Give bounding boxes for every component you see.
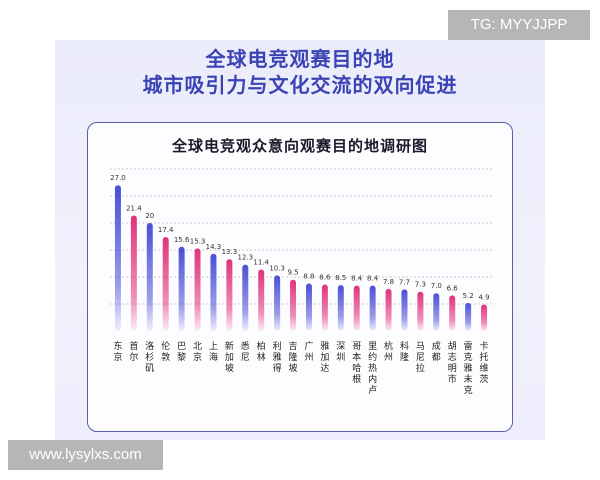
bar-伦敦 <box>162 237 169 331</box>
value-label: 9.5 <box>287 269 298 277</box>
category-label: 哥本哈根 <box>352 341 361 385</box>
bar-胡志明市 <box>449 295 456 331</box>
bar-成都 <box>433 293 440 331</box>
category-label: 首尔 <box>129 340 138 363</box>
category-label: 雅加达 <box>320 340 329 374</box>
watermark-top: TG: MYYJJPP <box>448 10 590 40</box>
value-label: 17.4 <box>158 226 174 234</box>
value-label: 13.3 <box>222 248 238 256</box>
category-label: 雷克雅未克 <box>464 341 473 396</box>
value-label: 6.6 <box>447 284 459 292</box>
bar-首尔 <box>130 215 137 331</box>
poster: 全球电竞观赛目的地 城市吸引力与文化交流的双向促进 全球电竞观众意向观赛目的地调… <box>55 40 545 440</box>
category-label: 柏林 <box>257 340 266 363</box>
value-label: 15.3 <box>190 237 206 245</box>
bar-广州 <box>305 283 312 331</box>
category-label: 伦敦 <box>161 340 170 363</box>
value-label: 14.3 <box>206 243 222 251</box>
bar-里约热内卢 <box>369 285 376 331</box>
value-label: 8.4 <box>351 275 363 283</box>
bar-杭州 <box>385 288 392 331</box>
bar-雷克雅未克 <box>465 302 472 331</box>
value-label: 7.7 <box>399 278 410 286</box>
bar-东京 <box>114 185 121 331</box>
value-label: 4.9 <box>478 294 489 302</box>
bar-吉隆坡 <box>290 279 297 331</box>
category-label: 马尼拉 <box>416 341 425 374</box>
bar-科隆 <box>401 289 408 331</box>
bar-上海 <box>210 253 217 331</box>
category-label: 悉尼 <box>241 340 250 363</box>
category-label: 上海 <box>209 341 218 363</box>
bar-柏林 <box>258 269 265 331</box>
category-label: 里约热内卢 <box>368 341 377 396</box>
value-label: 5.2 <box>463 292 474 300</box>
value-label: 7.0 <box>431 282 442 290</box>
category-label: 广州 <box>304 340 313 363</box>
value-label: 8.5 <box>335 274 346 282</box>
category-label: 新加坡 <box>225 340 234 374</box>
category-label: 成都 <box>432 340 441 363</box>
bar-悉尼 <box>242 264 249 331</box>
category-label: 胡志明市 <box>448 340 457 385</box>
bar-卡托维茨 <box>481 304 488 331</box>
bar-新加坡 <box>226 259 233 331</box>
category-label: 巴黎 <box>177 341 186 363</box>
bar-chart: 27.0 东京 21.4 首尔 20 洛杉矶 17.4 伦敦 15.6 巴黎 15.3 北京 14.3 上… <box>110 168 492 396</box>
value-label: 11.4 <box>253 258 269 266</box>
value-label: 7.3 <box>415 281 426 289</box>
value-label: 12.3 <box>237 254 253 262</box>
value-label: 8.6 <box>319 274 331 282</box>
chart-card: 全球电竞观众意向观赛目的地调研图 27.0 东京 21.4 首尔 20 洛杉矶 17.4 伦敦… <box>87 122 513 432</box>
category-label: 杭州 <box>384 340 393 363</box>
bar-深圳 <box>337 285 344 331</box>
value-label: 8.4 <box>367 275 379 283</box>
value-label: 20 <box>145 212 154 220</box>
category-label: 吉隆坡 <box>289 341 298 374</box>
bar-哥本哈根 <box>353 285 360 331</box>
chart-title: 全球电竞观众意向观赛目的地调研图 <box>171 137 428 155</box>
headline-line-2: 城市吸引力与文化交流的双向促进 <box>142 73 458 97</box>
bar-巴黎 <box>178 246 185 331</box>
bar-洛杉矶 <box>146 223 153 331</box>
category-label: 深圳 <box>336 341 345 363</box>
bar-北京 <box>194 248 201 331</box>
category-label: 北京 <box>193 341 202 363</box>
category-label: 洛杉矶 <box>145 340 154 374</box>
watermark-bottom: www.lysylxs.com <box>8 440 163 470</box>
value-label: 7.8 <box>383 278 394 286</box>
bar-马尼拉 <box>417 291 424 331</box>
category-label: 东京 <box>113 340 122 363</box>
category-label: 科隆 <box>400 340 409 363</box>
value-label: 15.6 <box>174 236 190 244</box>
headline-line-1: 全球电竞观赛目的地 <box>205 47 395 71</box>
bar-雅加达 <box>321 284 328 331</box>
category-label: 利雅得 <box>273 340 282 374</box>
value-label: 27.0 <box>110 174 126 182</box>
value-label: 21.4 <box>126 204 142 212</box>
value-label: 8.8 <box>303 272 314 280</box>
value-label: 10.3 <box>269 264 285 272</box>
category-label: 卡托维茨 <box>480 340 489 385</box>
bar-利雅得 <box>274 275 281 331</box>
